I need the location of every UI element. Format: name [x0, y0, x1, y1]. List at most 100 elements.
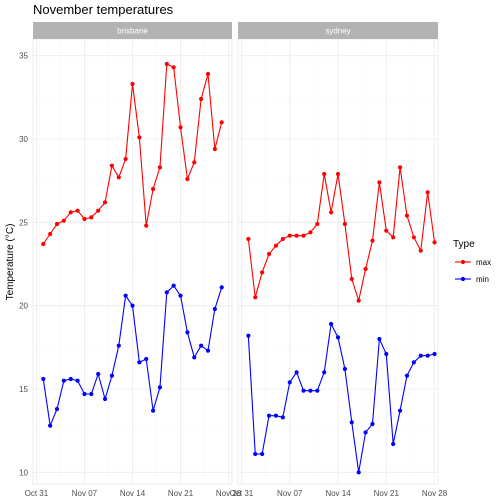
- data-point-min: [54, 406, 60, 412]
- data-point-min: [287, 380, 292, 385]
- data-point-min: [273, 413, 279, 418]
- x-tick-label: Nov 14: [325, 489, 351, 498]
- data-point-max: [315, 221, 320, 227]
- data-point-min: [116, 343, 121, 348]
- data-point-min: [171, 283, 176, 288]
- chart-title: November temperatures: [33, 2, 174, 17]
- data-point-max: [253, 295, 258, 300]
- data-point-max: [418, 248, 423, 253]
- data-point-max: [68, 210, 73, 215]
- data-point-max: [82, 216, 87, 222]
- data-point-max: [192, 160, 197, 165]
- y-tick-label: 35: [19, 52, 28, 61]
- data-point-max: [96, 208, 101, 213]
- data-point-max: [75, 208, 80, 213]
- data-point-min: [370, 421, 375, 427]
- data-point-min: [342, 366, 347, 372]
- data-point-min: [199, 343, 204, 348]
- data-point-min: [192, 355, 197, 360]
- data-point-max: [432, 240, 437, 245]
- y-tick-label: 15: [19, 385, 28, 394]
- data-point-max: [178, 125, 183, 130]
- data-point-min: [384, 351, 389, 357]
- data-point-min: [185, 330, 190, 335]
- data-point-max: [349, 276, 354, 282]
- data-point-min: [356, 470, 361, 475]
- data-point-max: [246, 236, 251, 242]
- x-tick-label: Nov 07: [277, 489, 303, 498]
- y-axis-title: Temperature (°C): [5, 224, 16, 301]
- facet-strip-label: brisbane: [117, 27, 148, 36]
- data-point-min: [102, 396, 108, 402]
- y-tick-label: 25: [19, 218, 28, 227]
- series-line-min: [247, 322, 435, 473]
- data-point-max: [130, 81, 135, 87]
- legend-entries: max min: [455, 258, 491, 284]
- data-point-max: [219, 120, 224, 125]
- data-point-max: [425, 190, 430, 195]
- data-point-min: [377, 336, 382, 342]
- data-point-min: [61, 378, 66, 383]
- data-point-min: [322, 370, 327, 375]
- data-point-min: [425, 353, 430, 358]
- y-tick-label: 10: [19, 468, 28, 477]
- data-point-min: [301, 388, 306, 393]
- data-point-max: [280, 236, 285, 242]
- data-point-min: [246, 333, 251, 338]
- facet-strip: [238, 22, 438, 39]
- data-point-max: [185, 176, 190, 182]
- facet-panel-sydney: sydney: [237, 22, 439, 485]
- data-point-min: [178, 293, 183, 298]
- panel-series: [41, 61, 224, 428]
- data-point-max: [391, 235, 396, 240]
- data-point-max: [54, 221, 60, 227]
- data-point-max: [205, 71, 211, 77]
- x-tick-label: Nov 21: [168, 489, 194, 498]
- data-point-max: [164, 61, 169, 67]
- data-point-min: [432, 351, 437, 357]
- data-point-max: [294, 233, 299, 238]
- data-point-min: [260, 451, 265, 457]
- data-point-max: [404, 213, 410, 218]
- data-point-max: [377, 180, 382, 185]
- data-point-min: [89, 391, 94, 397]
- data-point-min: [68, 376, 73, 382]
- data-point-min: [363, 430, 368, 435]
- x-tick-label: Nov 28: [422, 489, 448, 498]
- data-point-max: [301, 233, 306, 238]
- panel-series: [246, 165, 437, 475]
- data-point-max: [308, 230, 313, 235]
- data-point-max: [356, 298, 361, 303]
- facet-strip: [33, 22, 232, 39]
- data-point-max: [61, 218, 66, 223]
- data-point-max: [384, 228, 389, 233]
- data-point-max: [41, 241, 46, 247]
- data-point-max: [370, 238, 375, 243]
- data-point-min: [294, 370, 299, 375]
- x-tick-label: Oct 31: [230, 489, 254, 498]
- x-tick-label: Nov 21: [374, 489, 400, 498]
- data-point-max: [157, 165, 163, 170]
- data-point-max: [109, 163, 115, 168]
- data-point-min: [391, 441, 396, 447]
- data-point-min: [404, 373, 410, 378]
- x-tick-label: Nov 14: [120, 489, 146, 498]
- y-tick-label: 20: [19, 302, 28, 311]
- legend: Type max min: [453, 239, 491, 284]
- data-point-max: [266, 251, 272, 257]
- data-point-min: [109, 373, 115, 378]
- data-point-min: [150, 408, 156, 413]
- facet-strip-label: sydney: [325, 27, 350, 36]
- data-point-min: [212, 306, 217, 312]
- legend-key-point: [460, 259, 466, 265]
- legend-label: min: [476, 275, 489, 284]
- data-point-max: [212, 146, 217, 152]
- data-point-max: [260, 270, 265, 275]
- data-point-max: [363, 266, 368, 272]
- data-point-max: [329, 210, 334, 215]
- data-point-max: [123, 156, 128, 162]
- data-point-min: [205, 348, 211, 353]
- data-point-min: [75, 378, 80, 383]
- data-point-min: [82, 391, 87, 397]
